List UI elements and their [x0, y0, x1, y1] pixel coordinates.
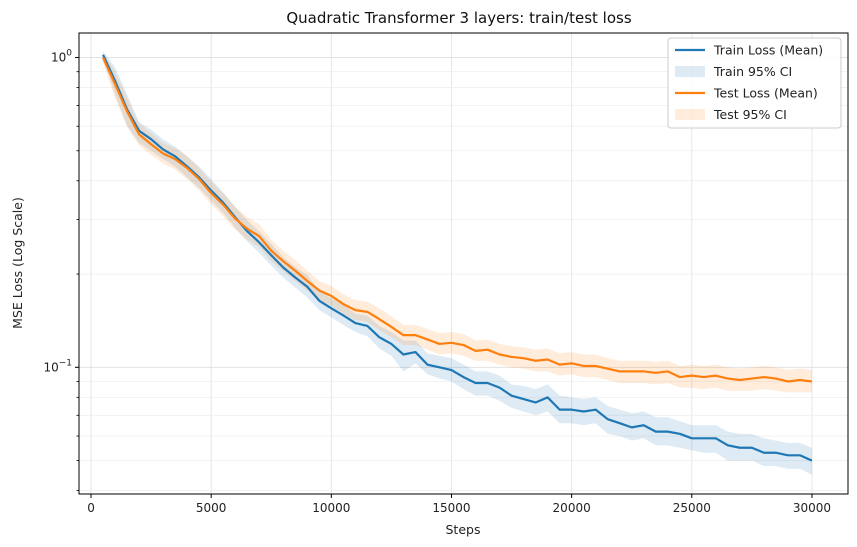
x-tick-label: 5000 — [196, 501, 227, 515]
series-lines — [102, 54, 813, 462]
legend-train-ci-label: Train 95% CI — [713, 64, 792, 79]
train-mean-line — [102, 54, 813, 462]
legend-test-ci-swatch — [675, 109, 705, 120]
y-tick-label: 100 — [51, 49, 72, 65]
x-tick-label: 15000 — [432, 501, 470, 515]
legend-box — [667, 37, 842, 129]
x-tick-label: 0 — [87, 501, 95, 515]
test-mean-line — [102, 57, 813, 383]
plot-frame — [78, 32, 849, 495]
x-tick-label: 30000 — [793, 501, 831, 515]
y-tick-label: 10−1 — [43, 358, 72, 374]
legend-test-mean-label: Test Loss (Mean) — [713, 86, 818, 101]
legend-train-ci-swatch — [675, 66, 705, 77]
axis-ticks: 0 5000 10000 15000 20000 25000 30000 100 10−1 — [43, 49, 831, 515]
chart-title: Quadratic Transformer 3 layers: train/te… — [286, 9, 632, 27]
test-ci-band — [103, 52, 812, 393]
legend-train-mean-label: Train Loss (Mean) — [713, 43, 823, 58]
x-axis-title: Steps — [446, 522, 481, 537]
x-tick-label: 25000 — [673, 501, 711, 515]
legend: Train Loss (Mean) Train 95% CI Test Loss… — [667, 37, 842, 129]
confidence-bands — [103, 50, 812, 475]
legend-test-ci-label: Test 95% CI — [713, 107, 787, 122]
x-tick-label: 10000 — [312, 501, 350, 515]
x-tick-label: 20000 — [553, 501, 591, 515]
y-axis-title: MSE Loss (Log Scale) — [10, 197, 25, 329]
